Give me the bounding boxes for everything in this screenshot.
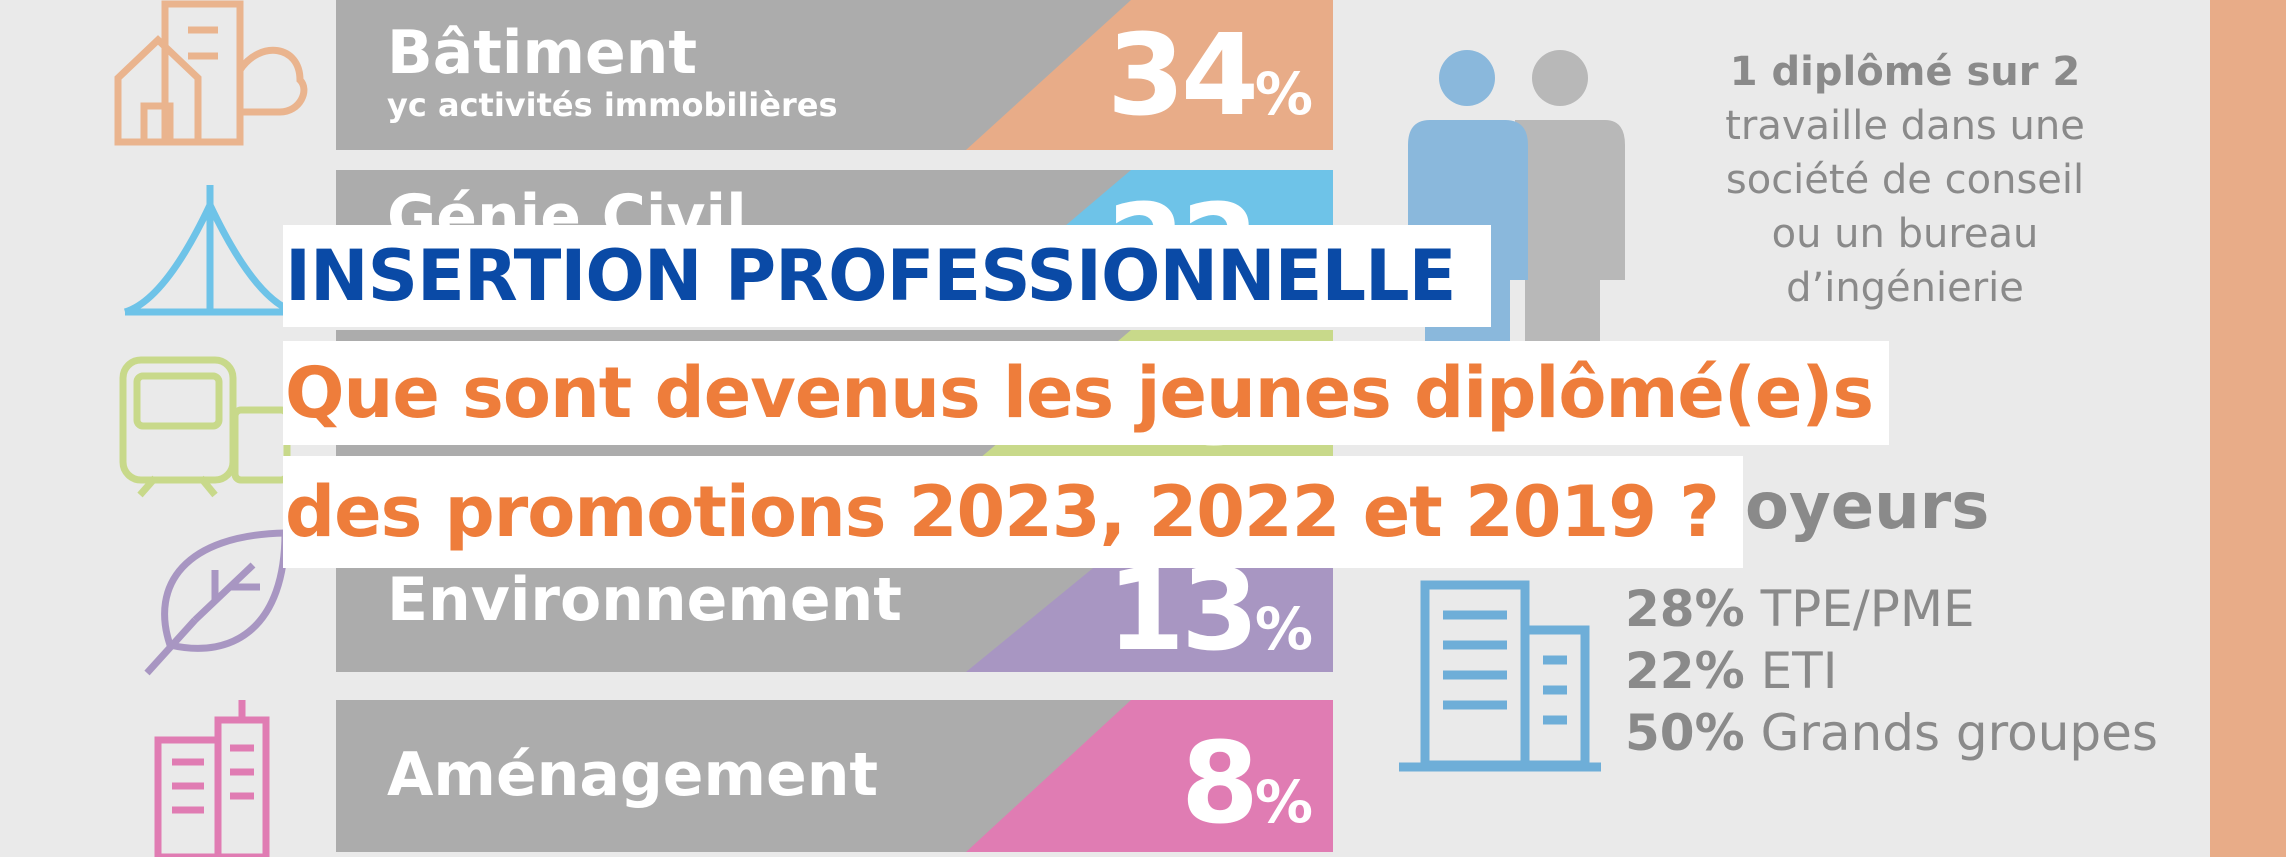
house-city-icon [114, 0, 308, 146]
sector-percentage: 34% [1107, 11, 1313, 141]
consulting-stat-line: société de conseil [1725, 157, 2085, 203]
sector-percentage: 13% [1107, 546, 1313, 672]
sector-label: Aménagement [387, 740, 879, 810]
sector-accent [966, 700, 1333, 852]
sector-label: Bâtiment [387, 18, 698, 88]
office-buildings-icon [1399, 580, 1601, 772]
employer-item: 50% Grands groupes [1625, 704, 2158, 762]
leaf-icon [144, 529, 289, 676]
bridge-icon [123, 185, 297, 316]
sector-label: Environnement [387, 565, 902, 635]
consulting-stat-text: 1 diplômé sur 2 travaille dans une socié… [1660, 45, 2150, 315]
train-truck-icon [119, 356, 291, 498]
headline-title: INSERTION PROFESSIONNELLE [283, 225, 1492, 327]
sector-row-amenagement: Aménagement 8% [336, 700, 1333, 852]
employers-list: 28% TPE/PME 22% ETI 50% Grands groupes [1625, 578, 2158, 764]
employer-item: 28% TPE/PME [1625, 580, 1975, 638]
city-building-icon [154, 700, 270, 857]
sector-percentage: 8% [1180, 719, 1313, 849]
sector-row-batiment: Bâtiment yc activités immobilières 34% [336, 0, 1333, 150]
consulting-stat-line: d’ingénierie [1786, 265, 2024, 311]
headline-question-line1: Que sont devenus les jeunes diplômé(e)s [283, 341, 1889, 445]
consulting-stat-line: travaille dans une [1725, 103, 2085, 149]
sector-accent [966, 0, 1333, 150]
consulting-stat-bold: 1 diplômé sur 2 [1729, 49, 2081, 95]
employer-item: 22% ETI [1625, 642, 1838, 700]
headline-question-line2: des promotions 2023, 2022 et 2019 ? [283, 456, 1743, 568]
consulting-stat-line: ou un bureau [1771, 211, 2039, 257]
employers-heading: oyeurs [1745, 470, 1990, 544]
right-accent-strip [2210, 0, 2286, 857]
sector-accent [966, 537, 1333, 672]
sector-sublabel: yc activités immobilières [387, 86, 838, 124]
